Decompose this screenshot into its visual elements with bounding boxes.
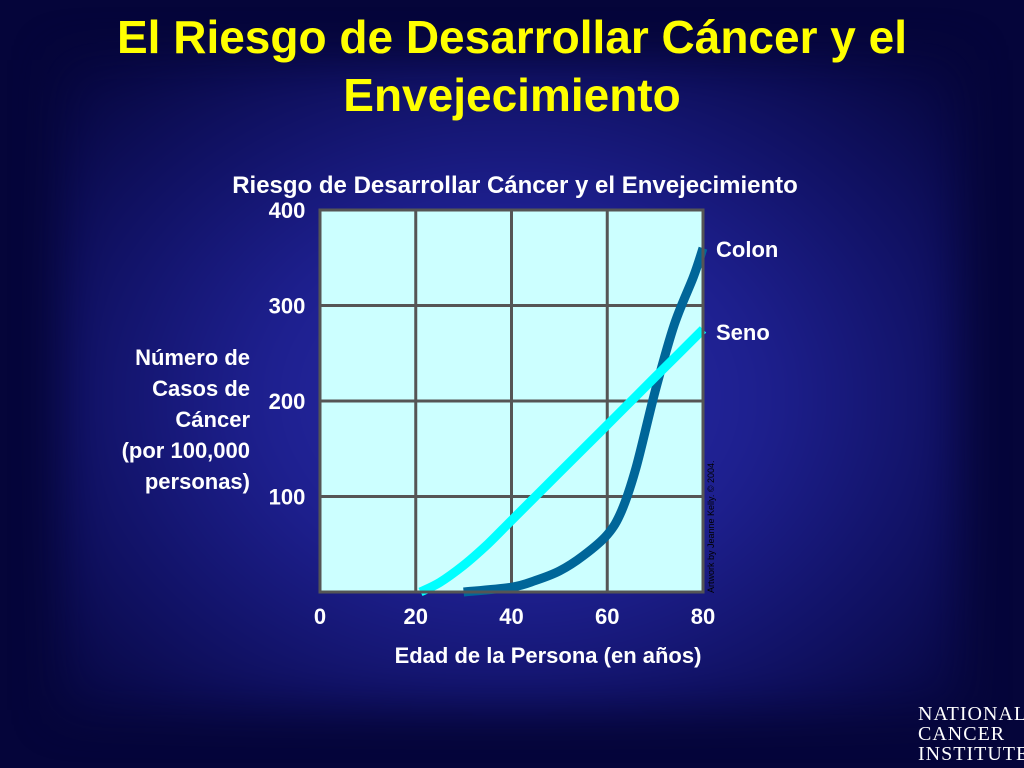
x-axis-label: Edad de la Persona (en años): [395, 643, 702, 668]
chart-title: Riesgo de Desarrollar Cáncer y el Enveje…: [232, 172, 798, 199]
y-tick-label: 100: [269, 485, 306, 510]
series-label-colon: Colon: [716, 237, 778, 262]
series-labels: Colon Seno: [716, 237, 778, 345]
y-axis-label-line: Casos de: [152, 376, 250, 401]
y-axis-label-line: personas): [144, 469, 250, 494]
x-tick-label: 80: [691, 604, 715, 629]
slide-title: El Riesgo de Desarrollar Cáncer y el Env…: [0, 8, 1024, 124]
x-tick-label: 20: [404, 604, 428, 629]
y-tick-label: 300: [269, 294, 306, 319]
tick-labels: 0 20 40 60 80 100 200 300 400: [269, 198, 716, 629]
y-axis-label-line: Cáncer: [175, 407, 250, 432]
series-label-seno: Seno: [716, 320, 770, 345]
artwork-credit: Artwork by Jeanne Kelly. © 2004.: [706, 460, 716, 593]
series-line-colon: [463, 246, 708, 597]
y-axis-label: Número de Casos de Cáncer (por 100,000 p…: [50, 342, 250, 497]
y-axis-label-line: Número de: [135, 345, 250, 370]
x-tick-label: 40: [499, 604, 523, 629]
x-tick-label: 60: [595, 604, 619, 629]
nci-logo-line: CANCER: [918, 723, 1006, 745]
nci-logo-line: INSTITUTE: [918, 743, 1024, 765]
series-line-seno: [418, 326, 707, 597]
slide-title-line-2: Envejecimiento: [343, 69, 681, 121]
y-axis-label-line: (por 100,000: [121, 438, 250, 463]
x-tick-label: 0: [314, 604, 326, 629]
series-lines: [418, 246, 708, 597]
slide-title-line-1: El Riesgo de Desarrollar Cáncer y el: [116, 11, 908, 63]
nci-logo-line: NATIONAL: [918, 703, 1024, 725]
y-tick-label: 200: [269, 389, 306, 414]
y-tick-label: 400: [269, 198, 306, 223]
nci-logo: NATIONAL CANCER INSTITUTE: [918, 703, 1024, 765]
plot-border: [318, 208, 705, 594]
